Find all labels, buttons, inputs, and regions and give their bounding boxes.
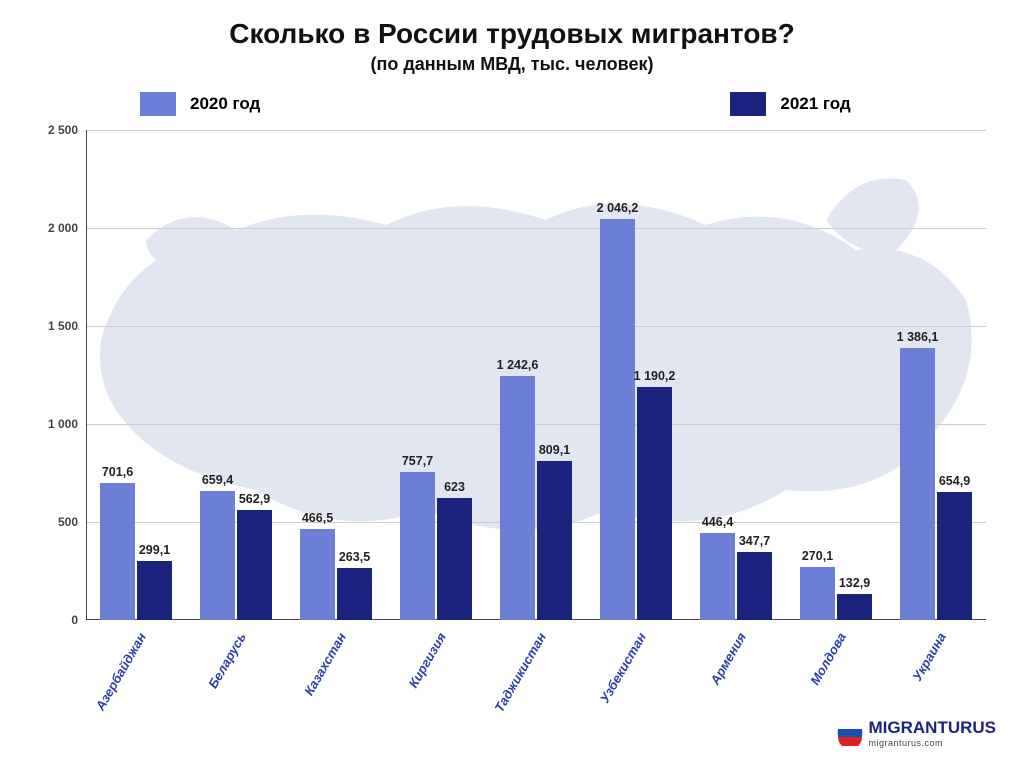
bar: 659,4: [200, 491, 235, 620]
bar-value-label: 347,7: [739, 534, 770, 548]
x-tick-label: Молдова: [807, 630, 849, 688]
bar: 263,5: [337, 568, 372, 620]
bar: 347,7: [737, 552, 772, 620]
x-tick-label: Узбекистан: [597, 630, 649, 705]
bar: 623: [437, 498, 472, 620]
y-tick-label: 500: [58, 515, 78, 529]
bar-value-label: 757,7: [402, 454, 433, 468]
bar-value-label: 132,9: [839, 576, 870, 590]
x-tick-label: Беларусь: [205, 630, 249, 691]
brand-url: migranturus.com: [869, 738, 997, 748]
bar: 654,9: [937, 492, 972, 620]
bar: 466,5: [300, 529, 335, 620]
y-tick-label: 1 500: [48, 319, 78, 333]
bar: 299,1: [137, 561, 172, 620]
bar: 809,1: [537, 461, 572, 620]
bar-value-label: 562,9: [239, 492, 270, 506]
bar: 757,7: [400, 472, 435, 621]
bar: 1 242,6: [500, 376, 535, 620]
branding: MIGRANTURUS migranturus.com: [837, 718, 997, 748]
y-tick-label: 0: [71, 613, 78, 627]
y-tick-label: 1 000: [48, 417, 78, 431]
legend-label: 2021 год: [780, 94, 850, 114]
bar-value-label: 1 242,6: [497, 358, 539, 372]
bar: 1 386,1: [900, 348, 935, 620]
bar-value-label: 701,6: [102, 465, 133, 479]
bar-value-label: 2 046,2: [597, 201, 639, 215]
bar-value-label: 623: [444, 480, 465, 494]
bar-group: 659,4562,9Беларусь: [200, 130, 272, 620]
brand-name: MIGRANTURUS: [869, 718, 997, 738]
bar-value-label: 270,1: [802, 549, 833, 563]
bar-group: 1 386,1654,9Украина: [900, 130, 972, 620]
y-tick-label: 2 500: [48, 123, 78, 137]
bar-group: 757,7623Киргизия: [400, 130, 472, 620]
bar-group: 446,4347,7Армения: [700, 130, 772, 620]
x-tick-label: Азербайджан: [92, 630, 149, 713]
bar: 2 046,2: [600, 219, 635, 620]
x-tick-label: Киргизия: [406, 630, 449, 690]
chart-title: Сколько в России трудовых мигрантов?: [0, 18, 1024, 50]
bar: 132,9: [837, 594, 872, 620]
y-tick-label: 2 000: [48, 221, 78, 235]
bar-value-label: 446,4: [702, 515, 733, 529]
bar-value-label: 466,5: [302, 511, 333, 525]
bar-group: 270,1132,9Молдова: [800, 130, 872, 620]
bar-group: 2 046,21 190,2Узбекистан: [600, 130, 672, 620]
bar-value-label: 1 190,2: [634, 369, 676, 383]
x-tick-label: Армения: [707, 630, 749, 687]
x-tick-label: Украина: [909, 630, 949, 684]
bar-group: 701,6299,1Азербайджан: [100, 130, 172, 620]
bar-value-label: 809,1: [539, 443, 570, 457]
bar-value-label: 659,4: [202, 473, 233, 487]
brand-logo-icon: [837, 720, 863, 746]
x-tick-label: Казахстан: [301, 630, 349, 698]
bar: 562,9: [237, 510, 272, 620]
bar-value-label: 1 386,1: [897, 330, 939, 344]
bar: 1 190,2: [637, 387, 672, 620]
bars-layer: 701,6299,1Азербайджан 659,4562,9Беларусь 4…: [86, 130, 986, 620]
x-tick-label: Таджикистан: [491, 630, 549, 715]
bar-value-label: 263,5: [339, 550, 370, 564]
plot-area: 701,6299,1Азербайджан 659,4562,9Беларусь 4…: [86, 130, 986, 620]
legend-item: 2021 год: [730, 92, 850, 116]
bar-value-label: 299,1: [139, 543, 170, 557]
legend-item: 2020 год: [140, 92, 260, 116]
legend: 2020 год 2021 год: [140, 92, 851, 116]
bar: 270,1: [800, 567, 835, 620]
chart-subtitle: (по данным МВД, тыс. человек): [0, 54, 1024, 75]
legend-swatch: [140, 92, 176, 116]
legend-label: 2020 год: [190, 94, 260, 114]
bar-group: 466,5263,5Казахстан: [300, 130, 372, 620]
bar: 701,6: [100, 483, 135, 621]
bar-value-label: 654,9: [939, 474, 970, 488]
bar: 446,4: [700, 533, 735, 620]
bar-group: 1 242,6809,1Таджикистан: [500, 130, 572, 620]
legend-swatch: [730, 92, 766, 116]
